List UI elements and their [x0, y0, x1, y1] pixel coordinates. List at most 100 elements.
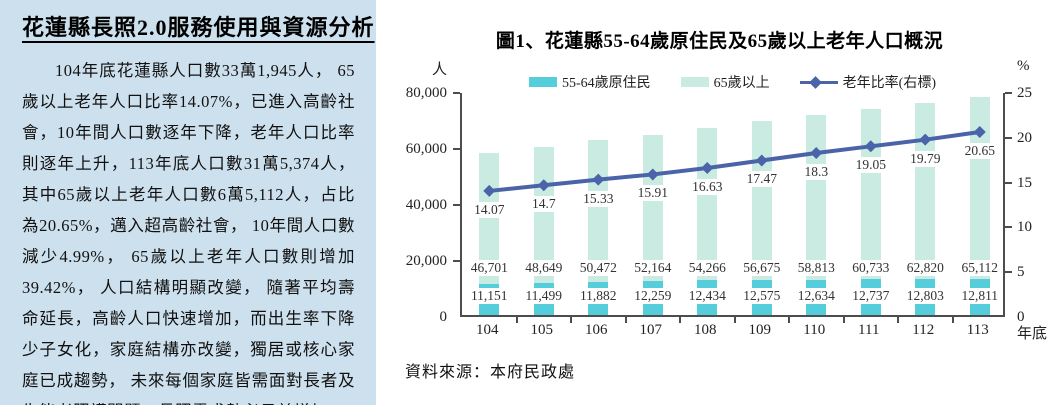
legend-item-indigenous-55-64: 55-64歲原住民	[529, 72, 651, 92]
bar-value-label-55-64: 11,499	[523, 288, 565, 304]
source-note: 資料來源：本府民政處	[405, 364, 576, 381]
y-tick-label-left: 20,000	[405, 253, 447, 269]
bar-value-label-55-64: 12,575	[741, 288, 783, 304]
right-axis-unit-label: %	[1017, 58, 1030, 74]
legend-item-65plus: 65歲以上	[680, 72, 770, 92]
plot-area: 46,701 11,151 48,649 11,499 50,472 11,882 52,1…	[453, 92, 1012, 323]
bar-segment-65plus	[479, 153, 500, 284]
ratio-value-label: 17.47	[744, 171, 779, 188]
legend-swatch-icon	[529, 77, 557, 87]
bar-value-label-55-64: 12,259	[632, 288, 674, 304]
bar-segment-65plus	[806, 114, 827, 280]
bar-value-label-65plus: 46,701	[468, 260, 510, 276]
y-tick-label-right: 0	[1017, 309, 1025, 325]
line-diamond-marker	[537, 179, 550, 192]
bar-value-label-55-64: 12,737	[850, 288, 892, 304]
y-axis-tick-left	[453, 148, 460, 150]
bar-value-label-65plus: 48,649	[523, 260, 565, 276]
y-tick-label-left: 0	[439, 309, 448, 325]
x-tick-label: 105	[530, 322, 554, 338]
legend-item-elderly-ratio: 老年比率(右標)	[799, 72, 936, 92]
bar-value-label-65plus: 50,472	[577, 260, 619, 276]
y-axis-tick-right	[1005, 136, 1012, 139]
x-axis-tick	[570, 317, 572, 323]
bar-value-label-65plus: 54,266	[686, 260, 728, 276]
panel-paragraph: 104年底花蓮縣人口數33萬1,945人， 65歲以上老年人口比率14.07%，…	[22, 61, 355, 405]
chart-section: 圖1、花蓮縣55-64歲原住民及65歲以上老年人口概況 55-64歲原住民 65…	[376, 0, 1063, 405]
ratio-value-label: 19.05	[853, 157, 888, 174]
line-diamond-marker	[592, 173, 605, 186]
left-axis-unit-label: 人	[431, 62, 447, 78]
y-tick-label-right: 10	[1017, 219, 1032, 236]
ratio-value-label: 15.33	[581, 190, 616, 207]
line-diamond-marker	[810, 147, 823, 160]
ratio-value-label: 16.63	[690, 178, 725, 195]
legend-swatch-icon	[680, 77, 709, 87]
y-tick-label-right: 15	[1017, 174, 1032, 191]
bar-value-label-55-64: 12,434	[686, 288, 728, 304]
bar-segment-65plus	[588, 140, 609, 282]
x-axis-tick	[679, 317, 681, 323]
bar-value-label-65plus: 65,112	[959, 260, 1001, 276]
line-diamond-marker	[973, 125, 986, 138]
line-diamond-marker	[919, 133, 932, 146]
panel-title: 花蓮縣長照2.0服務使用與資源分析	[22, 15, 375, 40]
y-tick-label-left: 60,000	[405, 141, 447, 157]
x-axis-tick	[842, 317, 845, 323]
x-tick-label: 111	[858, 322, 880, 338]
elderly-ratio-line	[483, 125, 986, 197]
ratio-value-label: 14.07	[472, 201, 507, 218]
ratio-value-label: 20.65	[962, 142, 997, 159]
x-axis-tick	[515, 317, 518, 323]
x-axis-tick	[897, 317, 899, 323]
bar-value-label-55-64: 12,811	[959, 288, 1001, 304]
y-axis-tick-right	[1005, 271, 1012, 274]
line-diamond-marker	[701, 161, 714, 174]
bar-segment-65plus	[969, 96, 990, 280]
x-tick-label: 109	[748, 322, 772, 338]
x-tick-label: 104	[476, 322, 499, 338]
ratio-value-label: 18.3	[802, 164, 831, 181]
x-tick-label: 108	[694, 322, 717, 338]
ratio-value-label: 19.79	[908, 150, 943, 167]
bar-segment-65plus	[860, 109, 881, 280]
y-tick-label-right: 5	[1017, 264, 1025, 281]
x-tick-label: 110	[803, 322, 826, 338]
ratio-value-label: 14.7	[529, 196, 558, 213]
bar-segment-65plus	[642, 134, 663, 281]
y-tick-label-right: 20	[1017, 129, 1032, 146]
summary-panel: 花蓮縣長照2.0服務使用與資源分析 104年底花蓮縣人口數33萬1,945人， …	[0, 0, 376, 405]
chart-title: 圖1、花蓮縣55-64歲原住民及65歲以上老年人口概況	[495, 31, 944, 52]
bar-value-label-55-64: 11,882	[577, 288, 619, 304]
x-axis-unit-label: 年底	[1017, 326, 1048, 342]
y-axis-tick-right	[1005, 226, 1012, 229]
y-axis-tick-left	[453, 92, 460, 94]
bar-segment-65plus	[533, 146, 554, 283]
line-diamond-marker	[755, 154, 768, 167]
x-tick-label: 113	[966, 322, 989, 338]
y-axis-tick-left	[453, 260, 460, 262]
x-axis-tick	[788, 317, 790, 323]
x-axis-tick	[624, 317, 627, 323]
line-diamond-marker	[646, 168, 659, 181]
x-tick-label: 106	[585, 322, 608, 338]
bar-segment-65plus	[915, 103, 936, 280]
bar-value-label-55-64: 12,803	[904, 288, 946, 304]
x-tick-label: 107	[639, 322, 663, 338]
bar-value-label-65plus: 52,164	[632, 260, 674, 276]
x-axis-tick	[733, 317, 736, 323]
bar-value-label-55-64: 12,634	[795, 288, 837, 304]
bar-value-label-55-64: 11,151	[468, 288, 510, 304]
legend-label: 65歲以上	[713, 76, 770, 91]
legend-label: 55-64歲原住民	[562, 76, 651, 91]
legend-label: 老年比率(右標)	[842, 76, 936, 91]
x-axis-tick	[951, 317, 954, 323]
line-diamond-marker	[483, 184, 496, 197]
line-diamond-marker	[864, 140, 877, 153]
chart-legend: 55-64歲原住民 65歲以上 老年比率(右標)	[460, 72, 1005, 92]
bar-value-label-65plus: 62,820	[904, 260, 946, 276]
bar-value-label-65plus: 58,813	[795, 260, 837, 276]
y-axis-tick-right	[1005, 92, 1012, 94]
y-axis-tick-left	[453, 204, 460, 206]
